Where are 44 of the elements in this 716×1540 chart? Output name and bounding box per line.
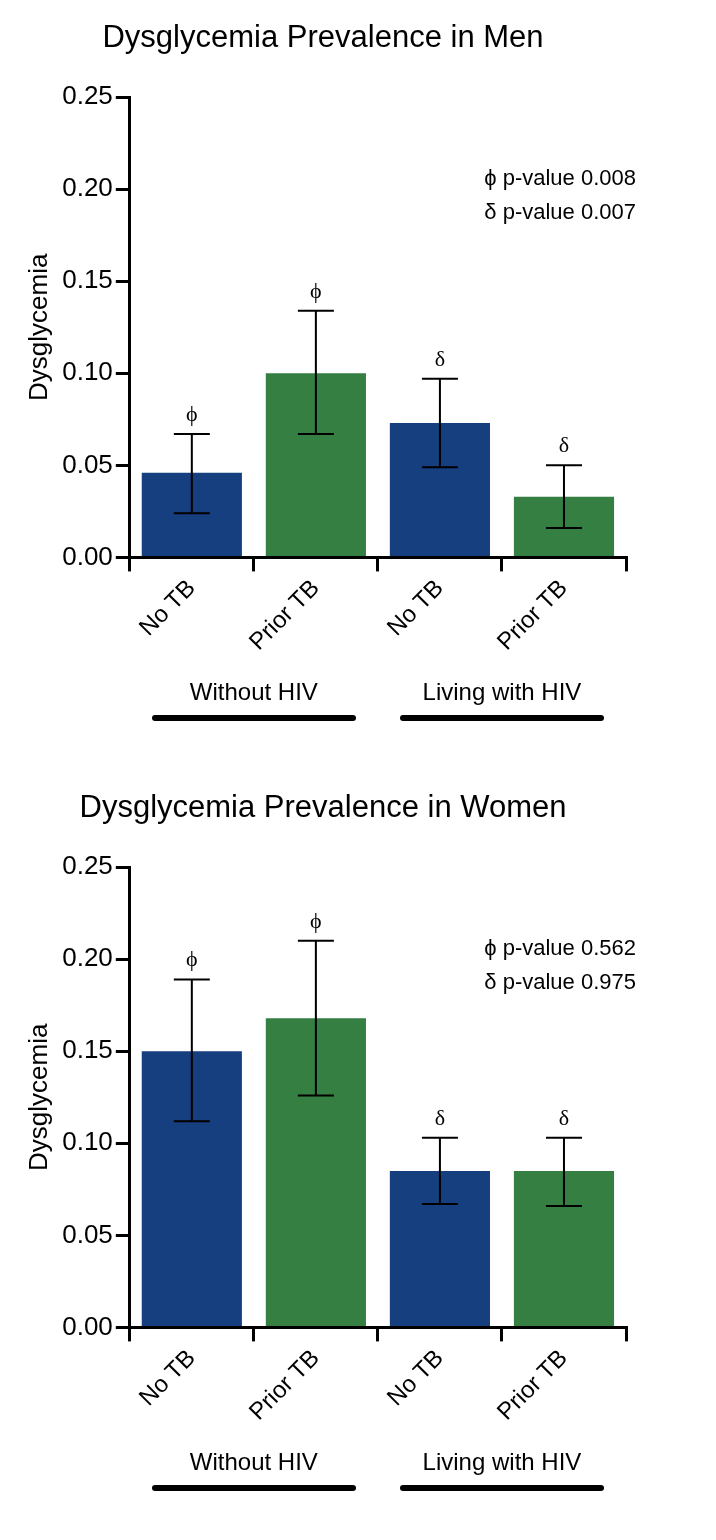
y-tick-label: 0.00	[62, 540, 113, 571]
annotation: ϕ	[186, 400, 198, 426]
x-tick-label: No TB	[133, 1343, 201, 1411]
annotation: ϕ	[310, 907, 322, 933]
bar	[389, 423, 491, 556]
annotation: δ	[434, 1104, 446, 1130]
y-tick-label: 0.20	[62, 172, 113, 203]
y-axis-title: Dysglycemia	[22, 1023, 53, 1171]
x-tick-label: No TB	[381, 1343, 449, 1411]
y-tick-label: 0.15	[62, 264, 113, 295]
y-tick-label: 0.15	[62, 1034, 113, 1065]
chart-title: Dysglycemia Prevalence in Men	[102, 19, 544, 55]
annotation: ϕ p-value 0.008	[484, 165, 636, 191]
y-axis-title: Dysglycemia	[22, 253, 53, 401]
chart-title: Dysglycemia Prevalence in Women	[79, 789, 567, 825]
y-tick-label: 0.25	[62, 850, 113, 881]
annotation: ϕ	[310, 277, 322, 303]
bar	[513, 496, 615, 556]
x-tick-label: No TB	[381, 573, 449, 641]
annotation: ϕ	[186, 946, 198, 972]
annotation: δ	[558, 432, 570, 458]
bar	[265, 1018, 366, 1326]
y-tick-label: 0.20	[62, 942, 113, 973]
text: Without HIV	[189, 1448, 318, 1475]
bar	[141, 1051, 242, 1326]
text: Living with HIV	[422, 1448, 582, 1475]
y-tick-label: 0.10	[62, 1126, 113, 1157]
bar	[389, 1170, 491, 1326]
bar	[265, 373, 366, 556]
annotation: δ	[558, 1104, 570, 1130]
annotation: δ p-value 0.975	[484, 969, 636, 995]
y-tick-label: 0.25	[62, 80, 113, 111]
text: Living with HIV	[422, 678, 582, 705]
text: Without HIV	[189, 678, 318, 705]
y-tick-label: 0.00	[62, 1310, 113, 1341]
bar	[513, 1170, 615, 1326]
x-tick-label: No TB	[133, 573, 201, 641]
annotation: ϕ p-value 0.562	[484, 935, 636, 961]
bar	[141, 472, 242, 556]
y-tick-label: 0.05	[62, 1218, 113, 1249]
annotation: δ	[434, 345, 446, 371]
y-tick-label: 0.05	[62, 448, 113, 479]
y-tick-label: 0.10	[62, 356, 113, 387]
annotation: δ p-value 0.007	[484, 199, 636, 225]
